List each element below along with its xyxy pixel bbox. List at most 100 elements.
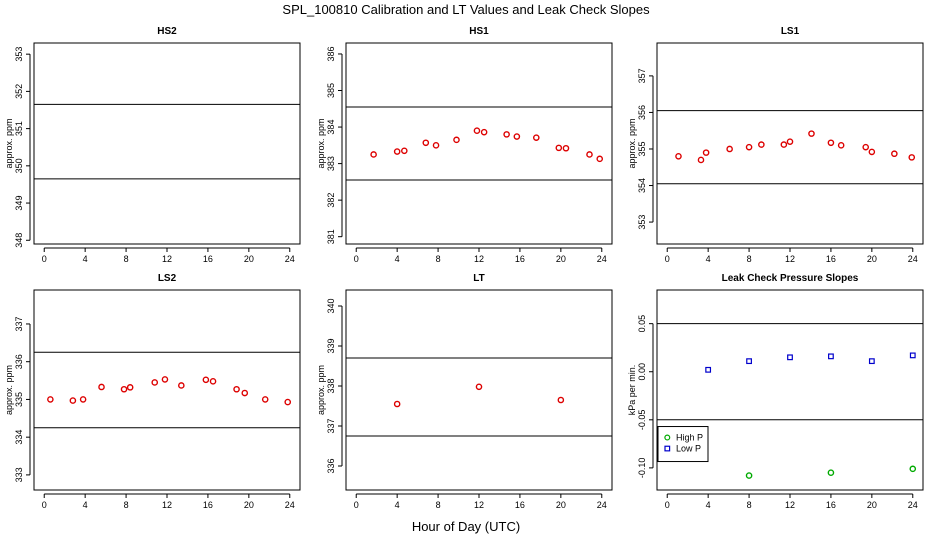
lt-y-axis-label: approx. ppm [316,365,326,415]
hs2-x-tick-label: 12 [162,254,172,264]
panel-hs1: HS1 0 4 8 12 16 20 24 381 382 383 384 385 386 approx. … [316,26,613,264]
hs1-point-calibration [432,142,440,149]
lt-x-tick-label: 0 [354,500,359,510]
leak-point-low-p [868,358,875,365]
ls2-x-tick-label: 20 [244,500,254,510]
hs1-y-tick-label: 383 [326,156,336,171]
hs1-plot-frame [345,42,613,245]
hs1-point-calibration [453,136,460,144]
hs1-x-tick-label: 8 [436,254,441,264]
ls2-y-tick-label: 333 [14,467,24,482]
legend-swatch [664,445,671,452]
hs1-x-tick-label: 4 [395,254,400,264]
ls1-point-calibration [837,142,845,149]
lt-point-lt [557,396,565,404]
leak-y-tick-label: -0.10 [637,458,647,479]
ls2-x-tick-label: 24 [285,500,295,510]
ls1-title: LS1 [781,26,800,37]
ls1-y-tick-label: 357 [637,68,647,83]
ls2-x-tick-label: 12 [162,500,172,510]
ls1-plot-frame [656,42,924,245]
hs1-title: HS1 [469,26,489,37]
leak-x-tick-label: 16 [826,500,836,510]
hs2-y-tick-label: 352 [14,84,24,99]
leak-x-tick-label: 12 [785,500,795,510]
ls1-x-tick-label: 12 [785,254,795,264]
hs2-x-tick-label: 24 [285,254,295,264]
ls2-point-calibration [120,385,128,393]
ls1-point-calibration [862,143,870,151]
lt-x-tick-label: 12 [474,500,484,510]
ls1-point-calibration [808,130,815,137]
ls2-x-tick-label: 8 [124,500,129,510]
panel-ls2: LS2 0 4 8 12 16 20 24 333 334 335 336 337 approx. ppm [4,273,301,510]
hs1-point-calibration [513,133,521,140]
hs1-point-calibration [596,155,604,163]
ls1-x-tick-label: 24 [908,254,918,264]
panel-leak: Leak Check Pressure Slopes 0 4 8 12 16 20 24 -0.… [627,273,924,510]
ls1-y-tick-label: 354 [637,178,647,193]
leak-x-tick-label: 8 [747,500,752,510]
ls1-point-calibration [726,145,733,153]
lt-x-tick-label: 8 [436,500,441,510]
leak-x-tick-label: 24 [908,500,918,510]
ls1-point-calibration [675,152,682,160]
hs1-x-tick-label: 0 [354,254,359,264]
ls2-plot-frame [33,289,301,491]
ls1-x-tick-label: 16 [826,254,836,264]
leak-point-low-p [787,354,793,361]
lt-x-tick-label: 4 [395,500,400,510]
panel-hs2: HS2 0 4 8 12 16 20 24 348 349 350 351 352 353 approx. … [4,26,301,264]
leak-x-tick-label: 4 [706,500,711,510]
hs1-y-axis-label: approx. ppm [316,118,326,168]
leak-x-tick-label: 20 [867,500,877,510]
panels: HS2 0 4 8 12 16 20 24 348 349 350 351 352 353 approx. … [4,26,924,510]
leak-point-high-p [745,472,753,479]
ls2-point-calibration [241,389,249,397]
figure-title: SPL_100810 Calibration and LT Values and… [282,2,650,17]
leak-y-tick-label: 0.00 [637,363,647,381]
legend-label: Low P [676,444,701,454]
hs1-point-calibration [480,128,488,136]
lt-y-tick-label: 337 [326,418,336,433]
hs2-x-tick-label: 20 [244,254,254,264]
ls2-point-calibration [79,396,87,403]
ls2-point-calibration [209,378,217,385]
leak-y-tick-label: 0.05 [637,315,647,333]
hs1-point-calibration [532,134,540,141]
ls2-point-calibration [161,376,169,383]
ls2-x-tick-label: 0 [42,500,47,510]
lt-plot-frame [345,289,613,491]
hs2-title: HS2 [157,26,177,37]
ls2-point-calibration [284,398,292,406]
leak-plot-frame [656,289,924,491]
ls1-point-calibration [697,156,705,164]
ls1-x-tick-label: 0 [665,254,670,264]
ls1-y-tick-label: 356 [637,105,647,120]
hs1-point-calibration [422,139,430,147]
hs2-y-tick-label: 351 [14,121,24,136]
ls1-point-calibration [891,150,898,158]
lt-x-tick-label: 20 [556,500,566,510]
leak-point-low-p [746,358,752,365]
hs1-y-tick-label: 386 [326,46,336,61]
lt-y-tick-label: 339 [326,338,336,353]
ls2-point-calibration [261,396,269,403]
ls1-point-calibration [786,138,794,145]
hs1-y-tick-label: 384 [326,120,336,135]
hs1-x-tick-label: 24 [597,254,607,264]
ls1-point-calibration [745,143,753,151]
leak-point-low-p [909,352,916,359]
ls2-point-calibration [151,379,159,386]
panel-lt: LT 0 4 8 12 16 20 24 336 337 338 339 340 approx. ppm [316,273,613,510]
hs1-point-calibration [370,151,377,158]
ls1-point-calibration [780,141,788,148]
hs1-point-calibration [586,151,593,158]
ls2-point-calibration [47,396,54,403]
hs2-y-tick-label: 350 [14,158,24,173]
hs1-point-calibration [562,144,570,152]
ls1-x-tick-label: 4 [706,254,711,264]
hs2-y-tick-label: 353 [14,47,24,62]
